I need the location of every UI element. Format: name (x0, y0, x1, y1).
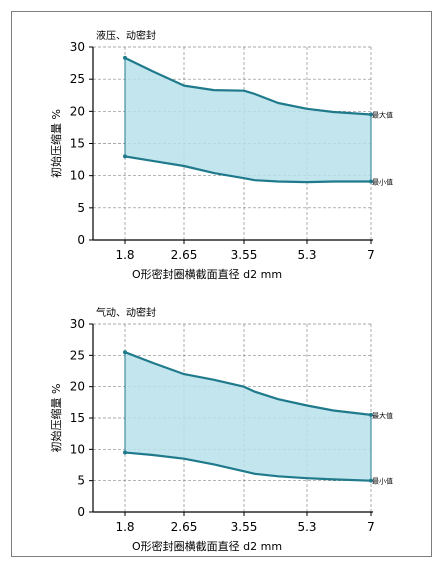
y-tick-label: 5 (77, 474, 85, 488)
y-tick-label: 20 (70, 104, 85, 118)
series-label: 最小值 (372, 477, 393, 486)
range-band (125, 57, 371, 183)
y-tick-label: 5 (77, 201, 85, 215)
y-tick-label: 25 (70, 348, 85, 362)
y-tick-label: 30 (70, 40, 85, 54)
series-start-point (123, 450, 127, 455)
series-label: 最小值 (372, 177, 393, 186)
series-end-point (369, 478, 373, 483)
y-axis-label: 初始压缩量 % (49, 109, 63, 178)
y-tick-label: 10 (70, 442, 85, 456)
chart-title: 液压、动密封 (96, 29, 156, 42)
y-tick-label: 0 (77, 233, 85, 247)
y-tick-label: 20 (70, 380, 85, 394)
x-tick-label: 5.3 (297, 248, 316, 262)
series-start-point (123, 154, 127, 159)
series-line-min (124, 155, 371, 184)
y-tick-label: 0 (77, 505, 85, 519)
x-tick-label: 1.8 (115, 520, 134, 534)
series-label: 最大值 (372, 111, 393, 120)
series-start-point (123, 55, 127, 60)
x-tick-label: 2.65 (171, 248, 198, 262)
series-start-point (123, 350, 127, 355)
series-end-point (369, 179, 373, 184)
series-end-point (369, 412, 373, 417)
x-tick-label: 7 (367, 520, 375, 534)
series-label: 最大值 (372, 411, 393, 420)
series-line-min (124, 451, 372, 482)
x-axis-label: O形密封圈横截面直径 d2 mm (132, 267, 282, 281)
x-tick-label: 3.55 (231, 248, 258, 262)
x-axis-label: O形密封圈横截面直径 d2 mm (132, 539, 282, 553)
y-tick-label: 25 (70, 72, 85, 86)
chart-title: 气动、动密封 (96, 306, 156, 319)
x-tick-label: 7 (367, 248, 375, 262)
x-tick-label: 5.3 (297, 520, 316, 534)
y-tick-label: 30 (70, 317, 85, 331)
y-tick-label: 15 (70, 137, 85, 151)
x-tick-label: 2.65 (171, 520, 198, 534)
y-tick-label: 10 (70, 169, 85, 183)
x-tick-label: 3.55 (231, 520, 258, 534)
x-tick-label: 1.8 (115, 248, 134, 262)
series-line-max (124, 56, 372, 116)
range-band (125, 352, 371, 481)
y-tick-label: 15 (70, 411, 85, 425)
series-end-point (369, 112, 373, 117)
series-line-max (124, 351, 372, 416)
y-axis-label: 初始压缩量 % (49, 384, 63, 453)
